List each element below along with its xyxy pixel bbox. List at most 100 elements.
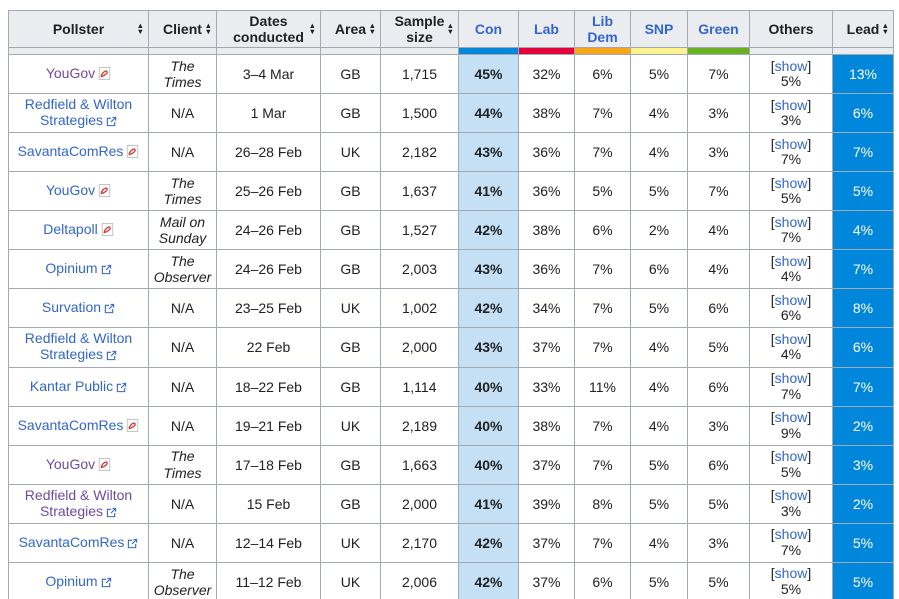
con-cell: 42% bbox=[458, 522, 519, 563]
others-percent: 5% bbox=[780, 190, 802, 207]
snp-cell: 4% bbox=[630, 132, 688, 173]
pollster-link[interactable]: Redfield & Wilton Strategies bbox=[24, 330, 133, 363]
pollster-link[interactable]: Survation bbox=[41, 299, 102, 316]
table-row: YouGov The Times 25–26 Feb GB 1,637 41% … bbox=[8, 171, 894, 212]
dates-cell: 15 Feb bbox=[216, 483, 321, 524]
column-header-pollster[interactable]: Pollster ▲ ▼ bbox=[8, 9, 149, 49]
sort-icon[interactable]: ▲ ▼ bbox=[881, 21, 889, 37]
con-cell: 45% bbox=[458, 54, 519, 95]
pollster-cell: SavantaComRes bbox=[8, 132, 149, 173]
dates-cell: 25–26 Feb bbox=[216, 171, 321, 212]
sample-size-cell: 2,182 bbox=[380, 132, 459, 173]
others-percent: 5% bbox=[780, 73, 802, 90]
area-cell: GB bbox=[320, 171, 381, 212]
show-bracket-close: ] bbox=[807, 291, 812, 308]
others-cell: [show] 4% bbox=[749, 327, 833, 368]
libdem-cell: 6% bbox=[574, 54, 631, 95]
client-cell: Mail on Sunday bbox=[148, 210, 217, 251]
snp-cell: 2% bbox=[630, 210, 688, 251]
con-cell: 43% bbox=[458, 132, 519, 173]
show-link[interactable]: show bbox=[774, 135, 808, 152]
pollster-cell: Opinium bbox=[8, 249, 149, 290]
snp-cell: 5% bbox=[630, 54, 688, 95]
column-header-sample-size[interactable]: Sample size ▲ ▼ bbox=[380, 9, 459, 49]
lab-cell: 38% bbox=[518, 93, 575, 134]
party-link-con[interactable]: Con bbox=[474, 21, 503, 38]
table-row: YouGov The Times 3–4 Mar GB 1,715 45% 32… bbox=[8, 54, 894, 95]
show-link[interactable]: show bbox=[774, 370, 808, 387]
client-cell: N/A bbox=[148, 288, 217, 329]
show-link[interactable]: show bbox=[774, 487, 808, 504]
pollster-link[interactable]: SavantaComRes bbox=[18, 533, 125, 550]
party-link-lib-dem[interactable]: Lib Dem bbox=[587, 13, 618, 46]
column-header-area[interactable]: Area ▲ ▼ bbox=[320, 9, 381, 49]
pollster-link[interactable]: SavantaComRes bbox=[17, 416, 124, 433]
show-link[interactable]: show bbox=[774, 174, 808, 191]
show-link[interactable]: show bbox=[774, 213, 808, 230]
pollster-link[interactable]: Opinium bbox=[45, 260, 98, 277]
pollster-link[interactable]: Opinium bbox=[45, 572, 98, 589]
pollster-link[interactable]: Deltapoll bbox=[43, 221, 98, 238]
sort-icon[interactable]: ▲ ▼ bbox=[446, 21, 454, 37]
others-percent: 7% bbox=[780, 151, 802, 168]
header-strip bbox=[216, 47, 321, 56]
sort-icon[interactable]: ▲ ▼ bbox=[136, 21, 144, 37]
column-label: Sample size bbox=[394, 13, 445, 46]
column-header-dates-conducted[interactable]: Dates conducted ▲ ▼ bbox=[216, 9, 321, 49]
lab-cell: 36% bbox=[518, 171, 575, 212]
lab-cell: 34% bbox=[518, 288, 575, 329]
dates-cell: 3–4 Mar bbox=[216, 54, 321, 95]
snp-cell: 4% bbox=[630, 93, 688, 134]
show-link[interactable]: show bbox=[774, 565, 808, 582]
show-bracket-close: ] bbox=[807, 252, 812, 269]
snp-cell: 5% bbox=[630, 444, 688, 485]
show-link[interactable]: show bbox=[774, 96, 808, 113]
show-link[interactable]: show bbox=[774, 409, 808, 426]
sort-icon[interactable]: ▲ ▼ bbox=[308, 21, 316, 37]
show-link[interactable]: show bbox=[774, 331, 808, 348]
column-header-client[interactable]: Client ▲ ▼ bbox=[148, 9, 217, 49]
external-link-icon bbox=[127, 536, 138, 552]
column-label: Dates conducted bbox=[233, 13, 304, 46]
lab-cell: 32% bbox=[518, 54, 575, 95]
snp-cell: 4% bbox=[630, 366, 688, 407]
sort-icon[interactable]: ▲ ▼ bbox=[368, 21, 376, 37]
pollster-link[interactable]: YouGov bbox=[45, 455, 96, 472]
party-link-snp[interactable]: SNP bbox=[644, 21, 674, 38]
column-header-con: Con bbox=[458, 9, 519, 49]
area-cell: GB bbox=[320, 327, 381, 368]
table-row: Redfield & Wilton Strategies N/A 1 Mar G… bbox=[8, 93, 894, 134]
party-link-green[interactable]: Green bbox=[698, 21, 739, 38]
libdem-cell: 7% bbox=[574, 93, 631, 134]
client-cell: The Observer bbox=[148, 561, 217, 599]
pollster-link[interactable]: YouGov bbox=[45, 65, 96, 82]
libdem-cell: 7% bbox=[574, 288, 631, 329]
show-link[interactable]: show bbox=[774, 526, 808, 543]
show-link[interactable]: show bbox=[774, 291, 808, 308]
green-cell: 5% bbox=[687, 483, 750, 524]
pollster-link[interactable]: Redfield & Wilton Strategies bbox=[24, 486, 133, 519]
show-link[interactable]: show bbox=[774, 448, 808, 465]
lead-cell: 5% bbox=[832, 561, 894, 599]
party-link-lab[interactable]: Lab bbox=[534, 21, 559, 38]
show-link[interactable]: show bbox=[774, 252, 808, 269]
dates-cell: 17–18 Feb bbox=[216, 444, 321, 485]
others-percent: 5% bbox=[780, 463, 802, 480]
show-link[interactable]: show bbox=[774, 57, 808, 74]
green-cell: 6% bbox=[687, 366, 750, 407]
green-cell: 3% bbox=[687, 132, 750, 173]
show-bracket-close: ] bbox=[807, 448, 812, 465]
pollster-link[interactable]: Kantar Public bbox=[29, 377, 114, 394]
sample-size-cell: 1,002 bbox=[380, 288, 459, 329]
external-link-icon bbox=[104, 301, 115, 317]
pollster-link[interactable]: YouGov bbox=[45, 182, 96, 199]
sort-icon[interactable]: ▲ ▼ bbox=[204, 21, 212, 37]
column-header-lead[interactable]: Lead ▲ ▼ bbox=[832, 9, 894, 49]
libdem-cell: 7% bbox=[574, 132, 631, 173]
pollster-link[interactable]: Redfield & Wilton Strategies bbox=[24, 96, 133, 129]
others-percent: 7% bbox=[780, 385, 802, 402]
table-row: Redfield & Wilton Strategies N/A 15 Feb … bbox=[8, 483, 894, 524]
show-bracket-close: ] bbox=[807, 409, 812, 426]
pollster-link[interactable]: SavantaComRes bbox=[17, 143, 124, 160]
lead-cell: 7% bbox=[832, 132, 894, 173]
